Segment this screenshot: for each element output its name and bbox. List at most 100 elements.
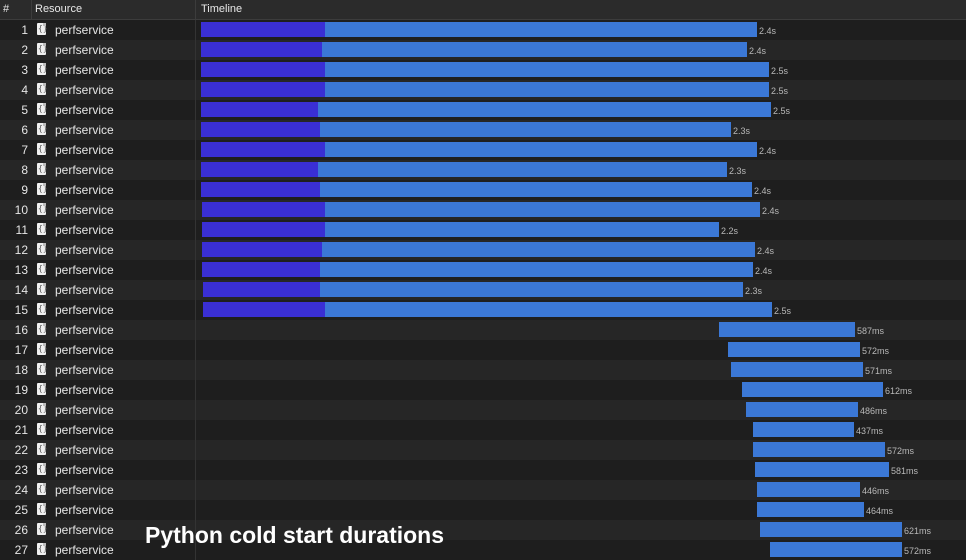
resource-name[interactable]: perfservice <box>55 123 114 137</box>
resource-name[interactable]: perfservice <box>55 83 114 97</box>
table-row[interactable]: 26 {} perfservice 621ms <box>0 520 966 540</box>
table-row[interactable]: 8 {} perfservice 2.3s <box>0 160 966 180</box>
timeline-bar-waiting[interactable] <box>202 202 325 217</box>
timeline-bar-waiting[interactable] <box>201 162 318 177</box>
resource-name[interactable]: perfservice <box>55 363 114 377</box>
timeline-bar-waiting[interactable] <box>201 82 325 97</box>
table-row[interactable]: 17 {} perfservice 572ms <box>0 340 966 360</box>
timeline-bar-receiving[interactable] <box>322 242 755 257</box>
resource-name[interactable]: perfservice <box>55 183 114 197</box>
timeline-bar-receiving[interactable] <box>320 182 752 197</box>
column-header-timeline[interactable]: Timeline <box>201 3 243 15</box>
resource-name[interactable]: perfservice <box>55 203 114 217</box>
resource-name[interactable]: perfservice <box>55 43 114 57</box>
table-row[interactable]: 7 {} perfservice 2.4s <box>0 140 966 160</box>
resource-name[interactable]: perfservice <box>55 463 114 477</box>
resource-name[interactable]: perfservice <box>55 263 114 277</box>
table-row[interactable]: 25 {} perfservice 464ms <box>0 500 966 520</box>
table-row[interactable]: 18 {} perfservice 571ms <box>0 360 966 380</box>
timeline-bar-receiving[interactable] <box>318 102 771 117</box>
timeline-bar-waiting[interactable] <box>201 22 325 37</box>
timeline-bar-receiving[interactable] <box>325 62 769 77</box>
timeline-bar-receiving[interactable] <box>760 522 902 537</box>
timeline-bar-waiting[interactable] <box>202 242 322 257</box>
table-row[interactable]: 27 {} perfservice 572ms <box>0 540 966 560</box>
table-row[interactable]: 15 {} perfservice 2.5s <box>0 300 966 320</box>
resource-name[interactable]: perfservice <box>55 483 114 497</box>
resource-name[interactable]: perfservice <box>55 103 114 117</box>
table-row[interactable]: 14 {} perfservice 2.3s <box>0 280 966 300</box>
timeline-bar-receiving[interactable] <box>746 402 858 417</box>
resource-name[interactable]: perfservice <box>55 243 114 257</box>
resource-name[interactable]: perfservice <box>55 143 114 157</box>
table-row[interactable]: 23 {} perfservice 581ms <box>0 460 966 480</box>
resource-name[interactable]: perfservice <box>55 23 114 37</box>
timeline-bar-receiving[interactable] <box>325 202 760 217</box>
table-row[interactable]: 13 {} perfservice 2.4s <box>0 260 966 280</box>
table-row[interactable]: 24 {} perfservice 446ms <box>0 480 966 500</box>
timeline-bar-receiving[interactable] <box>731 362 863 377</box>
timeline-bar-receiving[interactable] <box>320 262 753 277</box>
table-row[interactable]: 4 {} perfservice 2.5s <box>0 80 966 100</box>
table-row[interactable]: 19 {} perfservice 612ms <box>0 380 966 400</box>
resource-name[interactable]: perfservice <box>55 523 114 537</box>
timeline-bar-receiving[interactable] <box>325 82 769 97</box>
timeline-bar-receiving[interactable] <box>325 302 772 317</box>
column-header-number[interactable]: # <box>3 3 10 15</box>
resource-name[interactable]: perfservice <box>55 383 114 397</box>
timeline-bar-waiting[interactable] <box>201 182 320 197</box>
timeline-bar-waiting[interactable] <box>201 102 318 117</box>
resource-name[interactable]: perfservice <box>55 163 114 177</box>
table-row[interactable]: 1 {} perfservice 2.4s <box>0 20 966 40</box>
resource-name[interactable]: perfservice <box>55 283 114 297</box>
table-row[interactable]: 11 {} perfservice 2.2s <box>0 220 966 240</box>
timeline-bar-receiving[interactable] <box>755 462 889 477</box>
timeline-bar-receiving[interactable] <box>325 142 757 157</box>
column-divider[interactable] <box>195 0 196 19</box>
timeline-bar-receiving[interactable] <box>757 482 860 497</box>
timeline-bar-waiting[interactable] <box>201 62 325 77</box>
timeline-bar-receiving[interactable] <box>753 442 885 457</box>
timeline-bar-receiving[interactable] <box>728 342 860 357</box>
resource-name[interactable]: perfservice <box>55 63 114 77</box>
timeline-bar-waiting[interactable] <box>201 142 325 157</box>
resource-name[interactable]: perfservice <box>55 503 114 517</box>
timeline-bar-receiving[interactable] <box>742 382 883 397</box>
table-row[interactable]: 10 {} perfservice 2.4s <box>0 200 966 220</box>
table-row[interactable]: 12 {} perfservice 2.4s <box>0 240 966 260</box>
resource-name[interactable]: perfservice <box>55 423 114 437</box>
table-row[interactable]: 16 {} perfservice 587ms <box>0 320 966 340</box>
table-row[interactable]: 22 {} perfservice 572ms <box>0 440 966 460</box>
timeline-bar-receiving[interactable] <box>325 22 757 37</box>
column-divider[interactable] <box>31 0 32 19</box>
timeline-bar-waiting[interactable] <box>201 122 320 137</box>
table-row[interactable]: 9 {} perfservice 2.4s <box>0 180 966 200</box>
resource-name[interactable]: perfservice <box>55 303 114 317</box>
resource-name[interactable]: perfservice <box>55 323 114 337</box>
timeline-bar-receiving[interactable] <box>757 502 864 517</box>
resource-name[interactable]: perfservice <box>55 403 114 417</box>
timeline-bar-receiving[interactable] <box>770 542 902 557</box>
table-row[interactable]: 6 {} perfservice 2.3s <box>0 120 966 140</box>
resource-name[interactable]: perfservice <box>55 443 114 457</box>
table-row[interactable]: 20 {} perfservice 486ms <box>0 400 966 420</box>
resource-name[interactable]: perfservice <box>55 343 114 357</box>
timeline-bar-waiting[interactable] <box>202 222 325 237</box>
timeline-bar-receiving[interactable] <box>318 162 727 177</box>
timeline-bar-receiving[interactable] <box>719 322 855 337</box>
timeline-bar-receiving[interactable] <box>753 422 854 437</box>
table-row[interactable]: 3 {} perfservice 2.5s <box>0 60 966 80</box>
timeline-bar-waiting[interactable] <box>202 262 320 277</box>
timeline-bar-receiving[interactable] <box>320 282 743 297</box>
timeline-bar-receiving[interactable] <box>320 122 731 137</box>
resource-name[interactable]: perfservice <box>55 543 114 557</box>
table-row[interactable]: 5 {} perfservice 2.5s <box>0 100 966 120</box>
resource-name[interactable]: perfservice <box>55 223 114 237</box>
timeline-bar-receiving[interactable] <box>322 42 747 57</box>
table-row[interactable]: 21 {} perfservice 437ms <box>0 420 966 440</box>
timeline-bar-waiting[interactable] <box>203 282 320 297</box>
timeline-bar-receiving[interactable] <box>325 222 719 237</box>
column-header-resource[interactable]: Resource <box>35 3 83 15</box>
table-row[interactable]: 2 {} perfservice 2.4s <box>0 40 966 60</box>
timeline-bar-waiting[interactable] <box>203 302 325 317</box>
